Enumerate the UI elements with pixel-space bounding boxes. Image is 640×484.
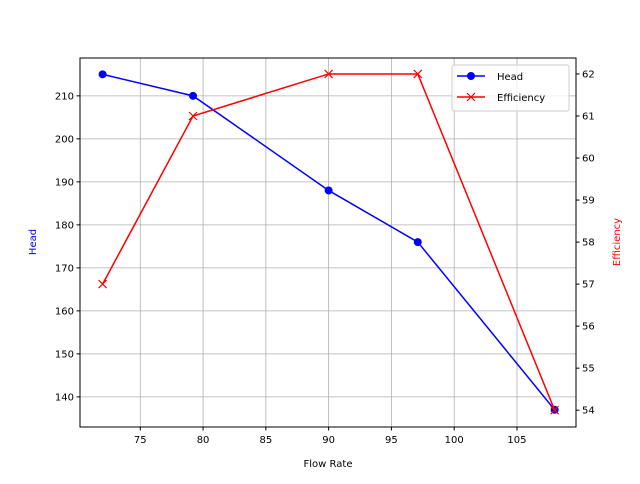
data-point-head bbox=[189, 91, 198, 100]
x-axis-label: Flow Rate bbox=[304, 459, 353, 470]
y2-axis-label: Efficiency bbox=[612, 218, 623, 266]
x-tick-label: 100 bbox=[445, 435, 464, 446]
y-tick-label: 190 bbox=[55, 177, 74, 188]
legend-head-label: Head bbox=[497, 72, 523, 83]
x-tick-label: 105 bbox=[507, 435, 526, 446]
data-point-efficiency bbox=[98, 279, 108, 289]
y2-tick-label: 59 bbox=[582, 196, 595, 207]
y2-tick-label: 61 bbox=[582, 111, 595, 122]
data-point-efficiency bbox=[413, 69, 423, 79]
y2-tick-label: 60 bbox=[582, 154, 595, 165]
y-tick-label: 140 bbox=[55, 392, 74, 403]
data-point-efficiency bbox=[324, 69, 334, 79]
y2-tick-label: 58 bbox=[582, 238, 595, 249]
y-tick-label: 210 bbox=[55, 91, 74, 102]
legend-head-marker bbox=[467, 72, 475, 80]
data-point-head bbox=[98, 70, 107, 79]
plot-frame bbox=[79, 57, 577, 428]
y-axis-label: Head bbox=[28, 229, 39, 255]
series-layer bbox=[98, 69, 560, 415]
y2-tick-label: 57 bbox=[582, 280, 595, 291]
y-tick-label: 160 bbox=[55, 306, 74, 317]
x-tick-label: 85 bbox=[259, 435, 272, 446]
x-tick-label: 90 bbox=[322, 435, 335, 446]
y2-tick-label: 55 bbox=[582, 364, 595, 375]
grid bbox=[80, 58, 576, 427]
x-tick-label: 95 bbox=[385, 435, 398, 446]
ticks: 75 80 85 90 95 100 105 140 150 160 170 180 190 200 210… bbox=[55, 69, 595, 446]
y2-tick-label: 54 bbox=[582, 406, 595, 417]
x-tick-label: 80 bbox=[197, 435, 210, 446]
y-tick-label: 170 bbox=[55, 263, 74, 274]
legend: Head Efficiency bbox=[451, 64, 570, 112]
y-tick-label: 180 bbox=[55, 220, 74, 231]
legend-efficiency-marker bbox=[466, 92, 476, 102]
y-tick-label: 200 bbox=[55, 134, 74, 145]
data-point-head bbox=[413, 238, 422, 247]
legend-efficiency-label: Efficiency bbox=[497, 93, 545, 104]
data-point-head bbox=[324, 186, 333, 195]
y2-tick-label: 62 bbox=[582, 69, 595, 80]
data-point-efficiency bbox=[188, 111, 198, 121]
x-tick-label: 75 bbox=[134, 435, 147, 446]
y-tick-label: 150 bbox=[55, 349, 74, 360]
y2-tick-label: 56 bbox=[582, 322, 595, 333]
data-point-efficiency bbox=[550, 405, 560, 415]
